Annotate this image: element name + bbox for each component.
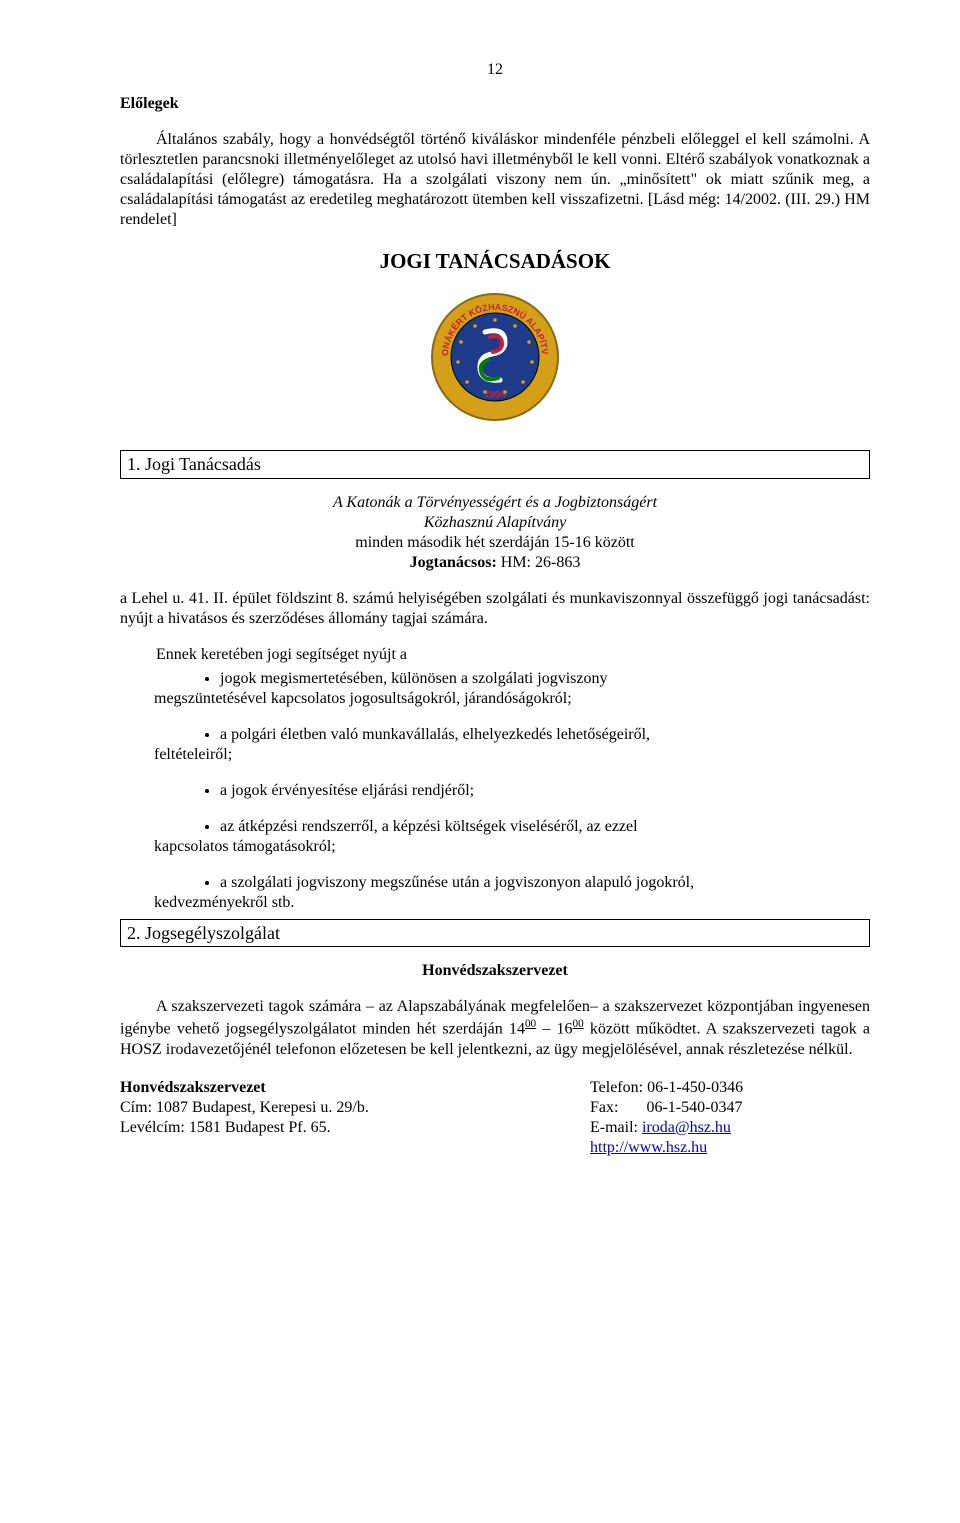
list-item-cont: feltételeiről;: [154, 745, 870, 765]
boxed-heading-2: 2. Jogsegélyszolgálat: [120, 919, 870, 948]
subsection-heading-hsz: Honvédszakszervezet: [120, 961, 870, 981]
svg-text:1994: 1994: [483, 389, 507, 401]
list-item-text: a szolgálati jogviszony megszűnése után …: [220, 874, 694, 891]
list-item: jogok megismertetésében, különösen a szo…: [220, 669, 870, 709]
foundation-info: A Katonák a Törvényességért és a Jogbizt…: [120, 493, 870, 573]
main-title: JOGI TANÁCSADÁSOK: [120, 248, 870, 274]
jogtanacsos-label: Jogtanácsos:: [410, 554, 497, 571]
intro-list: Ennek keretében jogi segítséget nyújt a: [120, 645, 870, 665]
list-item-text: jogok megismertetésében, különösen a szo…: [220, 670, 607, 687]
logo-container: KATONÁKÉRT KÖZHASZNÚ ALAPÍTVÁNY 1994: [120, 292, 870, 428]
website-link[interactable]: http://www.hsz.hu: [590, 1139, 707, 1156]
location-paragraph: a Lehel u. 41. II. épület földszint 8. s…: [120, 589, 870, 629]
list-item-cont: kedvezményekről stb.: [154, 893, 870, 913]
tel-label: Telefon:: [590, 1079, 647, 1096]
list-item-cont: megszüntetésével kapcsolatos jogosultság…: [154, 689, 870, 709]
list-item-text: az átképzési rendszerről, a képzési költ…: [220, 818, 638, 835]
email-link[interactable]: iroda@hsz.hu: [642, 1119, 731, 1136]
email-label: E-mail:: [590, 1119, 642, 1136]
foundation-name-line1: A Katonák a Törvényességért és a Jogbizt…: [333, 494, 657, 511]
addr-label: Cím:: [120, 1099, 156, 1116]
time-sup-2: 00: [573, 1018, 584, 1030]
fax-label: Fax:: [590, 1099, 618, 1116]
tel-value: 06-1-450-0346: [647, 1079, 743, 1096]
list-item: a polgári életben való munkavállalás, el…: [220, 725, 870, 765]
list-item: a szolgálati jogviszony megszűnése után …: [220, 873, 870, 913]
jogtanacsos-value: HM: 26-863: [497, 554, 581, 571]
foundation-logo-icon: KATONÁKÉRT KÖZHASZNÚ ALAPÍTVÁNY 1994: [430, 292, 560, 428]
addr-value: 1087 Budapest, Kerepesi u. 29/b.: [156, 1099, 369, 1116]
list-item: a jogok érvényesítése eljárási rendjéről…: [220, 781, 870, 801]
services-list: jogok megismertetésében, különösen a szo…: [120, 669, 870, 913]
hsz-paragraph: A szakszervezeti tagok számára – az Alap…: [120, 997, 870, 1059]
contact-block: Honvédszakszervezet Telefon: 06-1-450-03…: [120, 1078, 870, 1158]
mail-label: Levélcím:: [120, 1119, 189, 1136]
schedule-line: minden második hét szerdáján 15-16 közöt…: [355, 534, 634, 551]
time-sup-1: 00: [525, 1018, 536, 1030]
hsz-body-b: – 16: [536, 1021, 572, 1038]
foundation-name-line2: Közhasznú Alapítvány: [424, 514, 566, 531]
list-item-text: a jogok érvényesítése eljárási rendjéről…: [220, 782, 474, 799]
list-item-text: a polgári életben való munkavállalás, el…: [220, 726, 650, 743]
fax-value: 06-1-540-0347: [646, 1099, 742, 1116]
contact-org: Honvédszakszervezet: [120, 1078, 590, 1098]
mail-value: 1581 Budapest Pf. 65.: [189, 1119, 331, 1136]
list-item: az átképzési rendszerről, a képzési költ…: [220, 817, 870, 857]
boxed-heading-1: 1. Jogi Tanácsadás: [120, 450, 870, 479]
paragraph-elolegek: Általános szabály, hogy a honvédségtől t…: [120, 130, 870, 230]
page-number: 12: [120, 60, 870, 80]
section-heading-elolegek: Előlegek: [120, 94, 870, 114]
list-item-cont: kapcsolatos támogatásokról;: [154, 837, 870, 857]
